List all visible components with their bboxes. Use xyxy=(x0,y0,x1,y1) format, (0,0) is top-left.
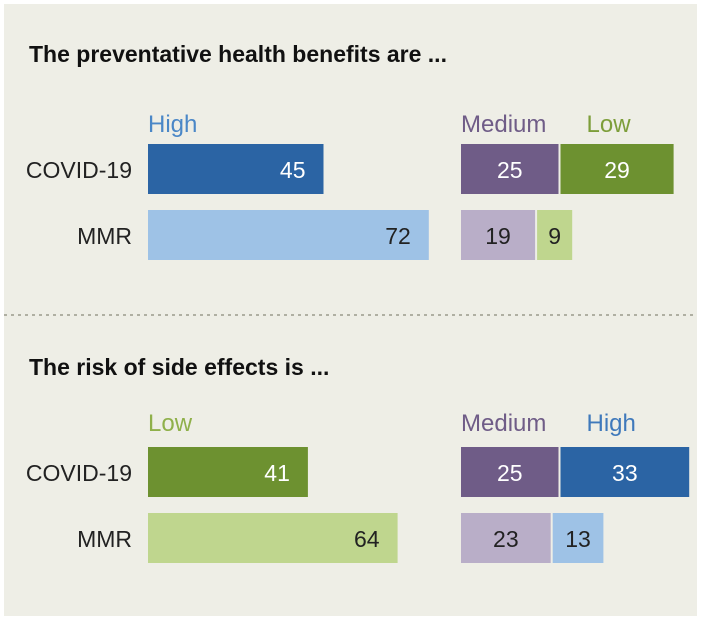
data-label-high-mmr: 72 xyxy=(385,223,411,249)
chart-marks: High Medium Low COVID-19 45 25 29 MMR 72 19 9 Low Me… xyxy=(26,111,690,563)
category-label-covid19: COVID-19 xyxy=(26,460,132,486)
data-label-high-covid19: 45 xyxy=(280,157,306,183)
bar-high-mmr xyxy=(552,513,604,563)
bar-low-covid19 xyxy=(148,447,308,497)
bar-high-covid19 xyxy=(148,144,324,194)
data-label-medium-covid19: 25 xyxy=(497,460,523,486)
bar-medium-mmr xyxy=(461,210,536,260)
data-label-high-covid19: 33 xyxy=(612,460,638,486)
chart-panel: The preventative health benefits are ...… xyxy=(4,4,697,616)
data-label-low-mmr: 9 xyxy=(548,223,561,249)
data-label-low-covid19: 41 xyxy=(264,460,290,486)
bar-medium-covid19 xyxy=(461,144,559,194)
category-label-mmr: MMR xyxy=(77,223,132,249)
legend-label-medium: Medium xyxy=(461,111,546,138)
category-label-covid19: COVID-19 xyxy=(26,157,132,183)
bar-medium-covid19 xyxy=(461,447,559,497)
bar-low-mmr xyxy=(537,210,573,260)
data-label-low-mmr: 64 xyxy=(354,526,380,552)
data-label-medium-mmr: 19 xyxy=(485,223,511,249)
data-label-medium-covid19: 25 xyxy=(497,157,523,183)
legend-label-high: High xyxy=(148,111,197,138)
legend-label-medium: Medium xyxy=(461,410,546,437)
data-label-medium-mmr: 23 xyxy=(493,526,519,552)
data-label-low-covid19: 29 xyxy=(604,157,630,183)
bar-high-mmr xyxy=(148,210,429,260)
bar-low-covid19 xyxy=(560,144,674,194)
legend-label-high: High xyxy=(587,410,636,437)
bar-high-covid19 xyxy=(560,447,690,497)
chart-svg: The preventative health benefits are ...… xyxy=(4,41,697,563)
category-label-mmr: MMR xyxy=(77,526,132,552)
panel-2-title: The risk of side effects is ... xyxy=(29,354,329,380)
data-label-high-mmr: 13 xyxy=(565,526,591,552)
bar-low-mmr xyxy=(148,513,398,563)
legend-label-low: Low xyxy=(148,410,193,437)
panel-1-title: The preventative health benefits are ... xyxy=(29,41,447,67)
legend-label-low: Low xyxy=(587,111,632,138)
bar-medium-mmr xyxy=(461,513,551,563)
